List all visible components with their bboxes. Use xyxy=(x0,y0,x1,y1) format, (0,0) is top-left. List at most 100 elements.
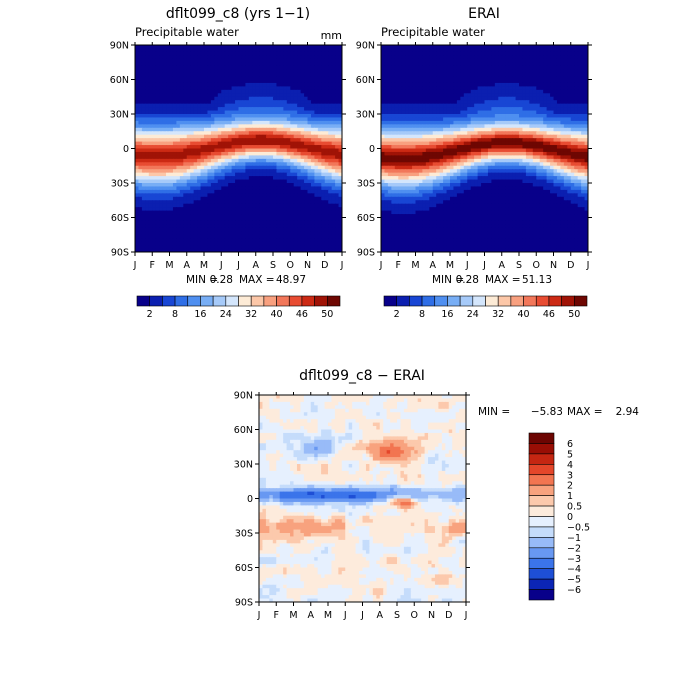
model-heatmap-cell xyxy=(273,138,278,143)
model-heatmap-cell xyxy=(138,172,143,177)
model-heatmap-cell xyxy=(307,62,312,67)
model-heatmap-cell xyxy=(297,103,302,108)
model-heatmap-cell xyxy=(293,45,298,50)
model-heatmap-cell xyxy=(217,234,222,239)
model-heatmap-cell xyxy=(148,86,153,91)
erai-heatmap-cell xyxy=(570,48,575,53)
model-heatmap-cell xyxy=(197,72,202,77)
model-heatmap-cell xyxy=(286,93,291,98)
model-heatmap-cell xyxy=(335,96,340,101)
erai-heatmap-cell xyxy=(491,103,496,108)
model-heatmap-cell xyxy=(176,117,181,122)
erai-heatmap-cell xyxy=(515,62,520,67)
model-heatmap-cell xyxy=(172,117,177,122)
model-heatmap-cell xyxy=(183,231,188,236)
model-heatmap-cell xyxy=(207,117,212,122)
model-heatmap-cell xyxy=(331,158,336,163)
model-heatmap-cell xyxy=(207,227,212,232)
model-heatmap-cell xyxy=(245,183,250,188)
model-heatmap-cell xyxy=(176,138,181,143)
erai-heatmap-cell xyxy=(381,51,386,56)
erai-heatmap-cell xyxy=(401,114,406,119)
erai-heatmap-cell xyxy=(405,58,410,63)
model-heatmap-cell xyxy=(293,82,298,87)
erai-heatmap-cell xyxy=(412,69,417,74)
erai-heatmap-cell xyxy=(501,72,506,77)
model-heatmap-cell xyxy=(221,76,226,81)
model-heatmap-cell xyxy=(328,76,333,81)
model-heatmap-cell xyxy=(138,220,143,225)
model-heatmap-cell xyxy=(324,179,329,184)
model-heatmap-cell xyxy=(141,176,146,181)
erai-heatmap-cell xyxy=(453,76,458,81)
model-heatmap-cell xyxy=(266,124,271,129)
model-heatmap-cell xyxy=(197,165,202,170)
model-heatmap-cell xyxy=(141,224,146,229)
erai-heatmap-cell xyxy=(453,103,458,108)
model-heatmap-cell xyxy=(297,110,302,115)
erai-heatmap-cell xyxy=(384,51,389,56)
erai-heatmap-cell xyxy=(525,65,530,70)
model-heatmap-cell xyxy=(224,210,229,215)
model-heatmap-cell xyxy=(186,162,191,167)
erai-heatmap-cell xyxy=(550,55,555,60)
model-heatmap-cell xyxy=(145,179,150,184)
erai-heatmap-cell xyxy=(477,107,482,112)
model-heatmap-cell xyxy=(138,151,143,156)
model-heatmap-cell xyxy=(152,210,157,215)
model-heatmap-cell xyxy=(207,45,212,50)
model-heatmap-cell xyxy=(135,51,140,56)
model-heatmap-cell xyxy=(338,155,342,160)
model-heatmap-cell xyxy=(207,158,212,163)
model-heatmap-cell xyxy=(300,62,305,67)
model-heatmap-cell xyxy=(273,227,278,232)
model-heatmap-cell xyxy=(224,45,229,50)
erai-heatmap-cell xyxy=(418,100,423,105)
model-heatmap-cell xyxy=(324,127,329,132)
model-heatmap-cell xyxy=(297,176,302,181)
model-heatmap-cell xyxy=(166,45,171,50)
model-heatmap-cell xyxy=(290,217,295,222)
model-heatmap-cell xyxy=(293,141,298,146)
model-heatmap-cell xyxy=(252,62,257,67)
model-heatmap-cell xyxy=(228,165,233,170)
model-heatmap-cell xyxy=(338,203,342,208)
model-heatmap-cell xyxy=(286,176,291,181)
model-heatmap-cell xyxy=(245,248,250,252)
model-heatmap-cell xyxy=(135,86,140,91)
model-heatmap-cell xyxy=(331,227,336,232)
erai-heatmap-cell xyxy=(463,45,468,50)
model-heatmap-cell xyxy=(214,196,219,201)
model-heatmap-cell xyxy=(259,138,264,143)
model-heatmap-cell xyxy=(235,65,240,70)
erai-heatmap-cell xyxy=(467,82,472,87)
model-heatmap-cell xyxy=(283,158,288,163)
model-heatmap-cell xyxy=(155,93,160,98)
model-heatmap-cell xyxy=(335,45,340,50)
model-heatmap-cell xyxy=(235,120,240,125)
model-heatmap-cell xyxy=(297,248,302,252)
model-heatmap-cell xyxy=(217,86,222,91)
model-heatmap-cell xyxy=(193,158,198,163)
model-heatmap-cell xyxy=(155,55,160,60)
erai-heatmap-cell xyxy=(470,114,475,119)
model-heatmap-cell xyxy=(207,193,212,198)
model-heatmap-cell xyxy=(266,110,271,115)
erai-heatmap-cell xyxy=(481,45,486,50)
erai-heatmap-cell xyxy=(505,114,510,119)
model-heatmap-cell xyxy=(169,93,174,98)
model-heatmap-cell xyxy=(152,138,157,143)
model-heatmap-cell xyxy=(252,210,257,215)
model-heatmap-cell xyxy=(172,248,177,252)
erai-heatmap-cell xyxy=(581,93,586,98)
model-heatmap-cell xyxy=(179,82,184,87)
erai-heatmap-cell xyxy=(515,45,520,50)
model-heatmap-cell xyxy=(328,117,333,122)
model-heatmap-cell xyxy=(307,169,312,174)
model-heatmap-cell xyxy=(300,93,305,98)
model-heatmap-cell xyxy=(145,89,150,94)
model-heatmap-cell xyxy=(214,172,219,177)
model-heatmap-cell xyxy=(148,138,153,143)
erai-heatmap-cell xyxy=(470,45,475,50)
model-heatmap-cell xyxy=(255,158,260,163)
